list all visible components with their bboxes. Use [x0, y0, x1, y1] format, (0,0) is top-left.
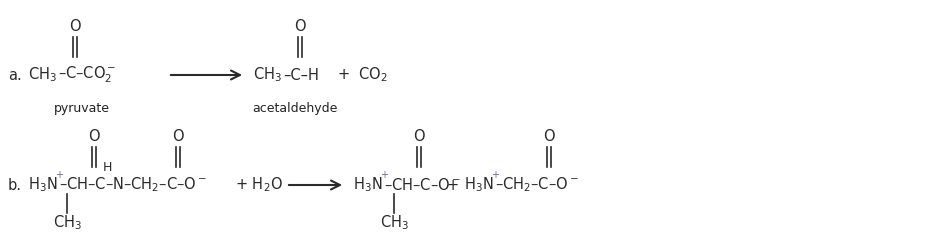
Text: pyruvate: pyruvate	[54, 102, 110, 115]
Text: O: O	[543, 129, 555, 144]
Text: H$_3$N: H$_3$N	[28, 176, 58, 194]
Text: O: O	[69, 19, 81, 34]
Text: +: +	[55, 170, 63, 180]
Text: CH$_3$: CH$_3$	[253, 66, 282, 84]
Text: O: O	[172, 129, 184, 144]
Text: a.: a.	[8, 67, 22, 82]
Text: –CH$_2$–C–O$^-$: –CH$_2$–C–O$^-$	[495, 176, 579, 194]
Text: –CH–C–N–CH$_2$–C–O$^-$: –CH–C–N–CH$_2$–C–O$^-$	[59, 176, 207, 194]
Text: acetaldehyde: acetaldehyde	[252, 102, 338, 115]
Text: +: +	[491, 170, 499, 180]
Text: H$_3$N: H$_3$N	[464, 176, 493, 194]
Text: CH$_3$: CH$_3$	[28, 66, 57, 84]
Text: +: +	[447, 178, 459, 192]
Text: b.: b.	[8, 178, 22, 192]
Text: O: O	[413, 129, 425, 144]
Text: H$_3$N: H$_3$N	[353, 176, 382, 194]
Text: –C–H: –C–H	[283, 67, 319, 82]
Text: –C–CO$_2^-$: –C–CO$_2^-$	[58, 65, 116, 85]
Text: +  CO$_2$: + CO$_2$	[337, 66, 388, 84]
Text: H: H	[102, 161, 112, 173]
Text: –CH–C–O$^-$: –CH–C–O$^-$	[384, 177, 460, 193]
Text: +: +	[380, 170, 388, 180]
Text: O: O	[88, 129, 100, 144]
Text: O: O	[294, 19, 306, 34]
Text: + H$_2$O: + H$_2$O	[235, 176, 283, 194]
Text: CH$_3$: CH$_3$	[52, 214, 82, 232]
Text: CH$_3$: CH$_3$	[380, 214, 408, 232]
